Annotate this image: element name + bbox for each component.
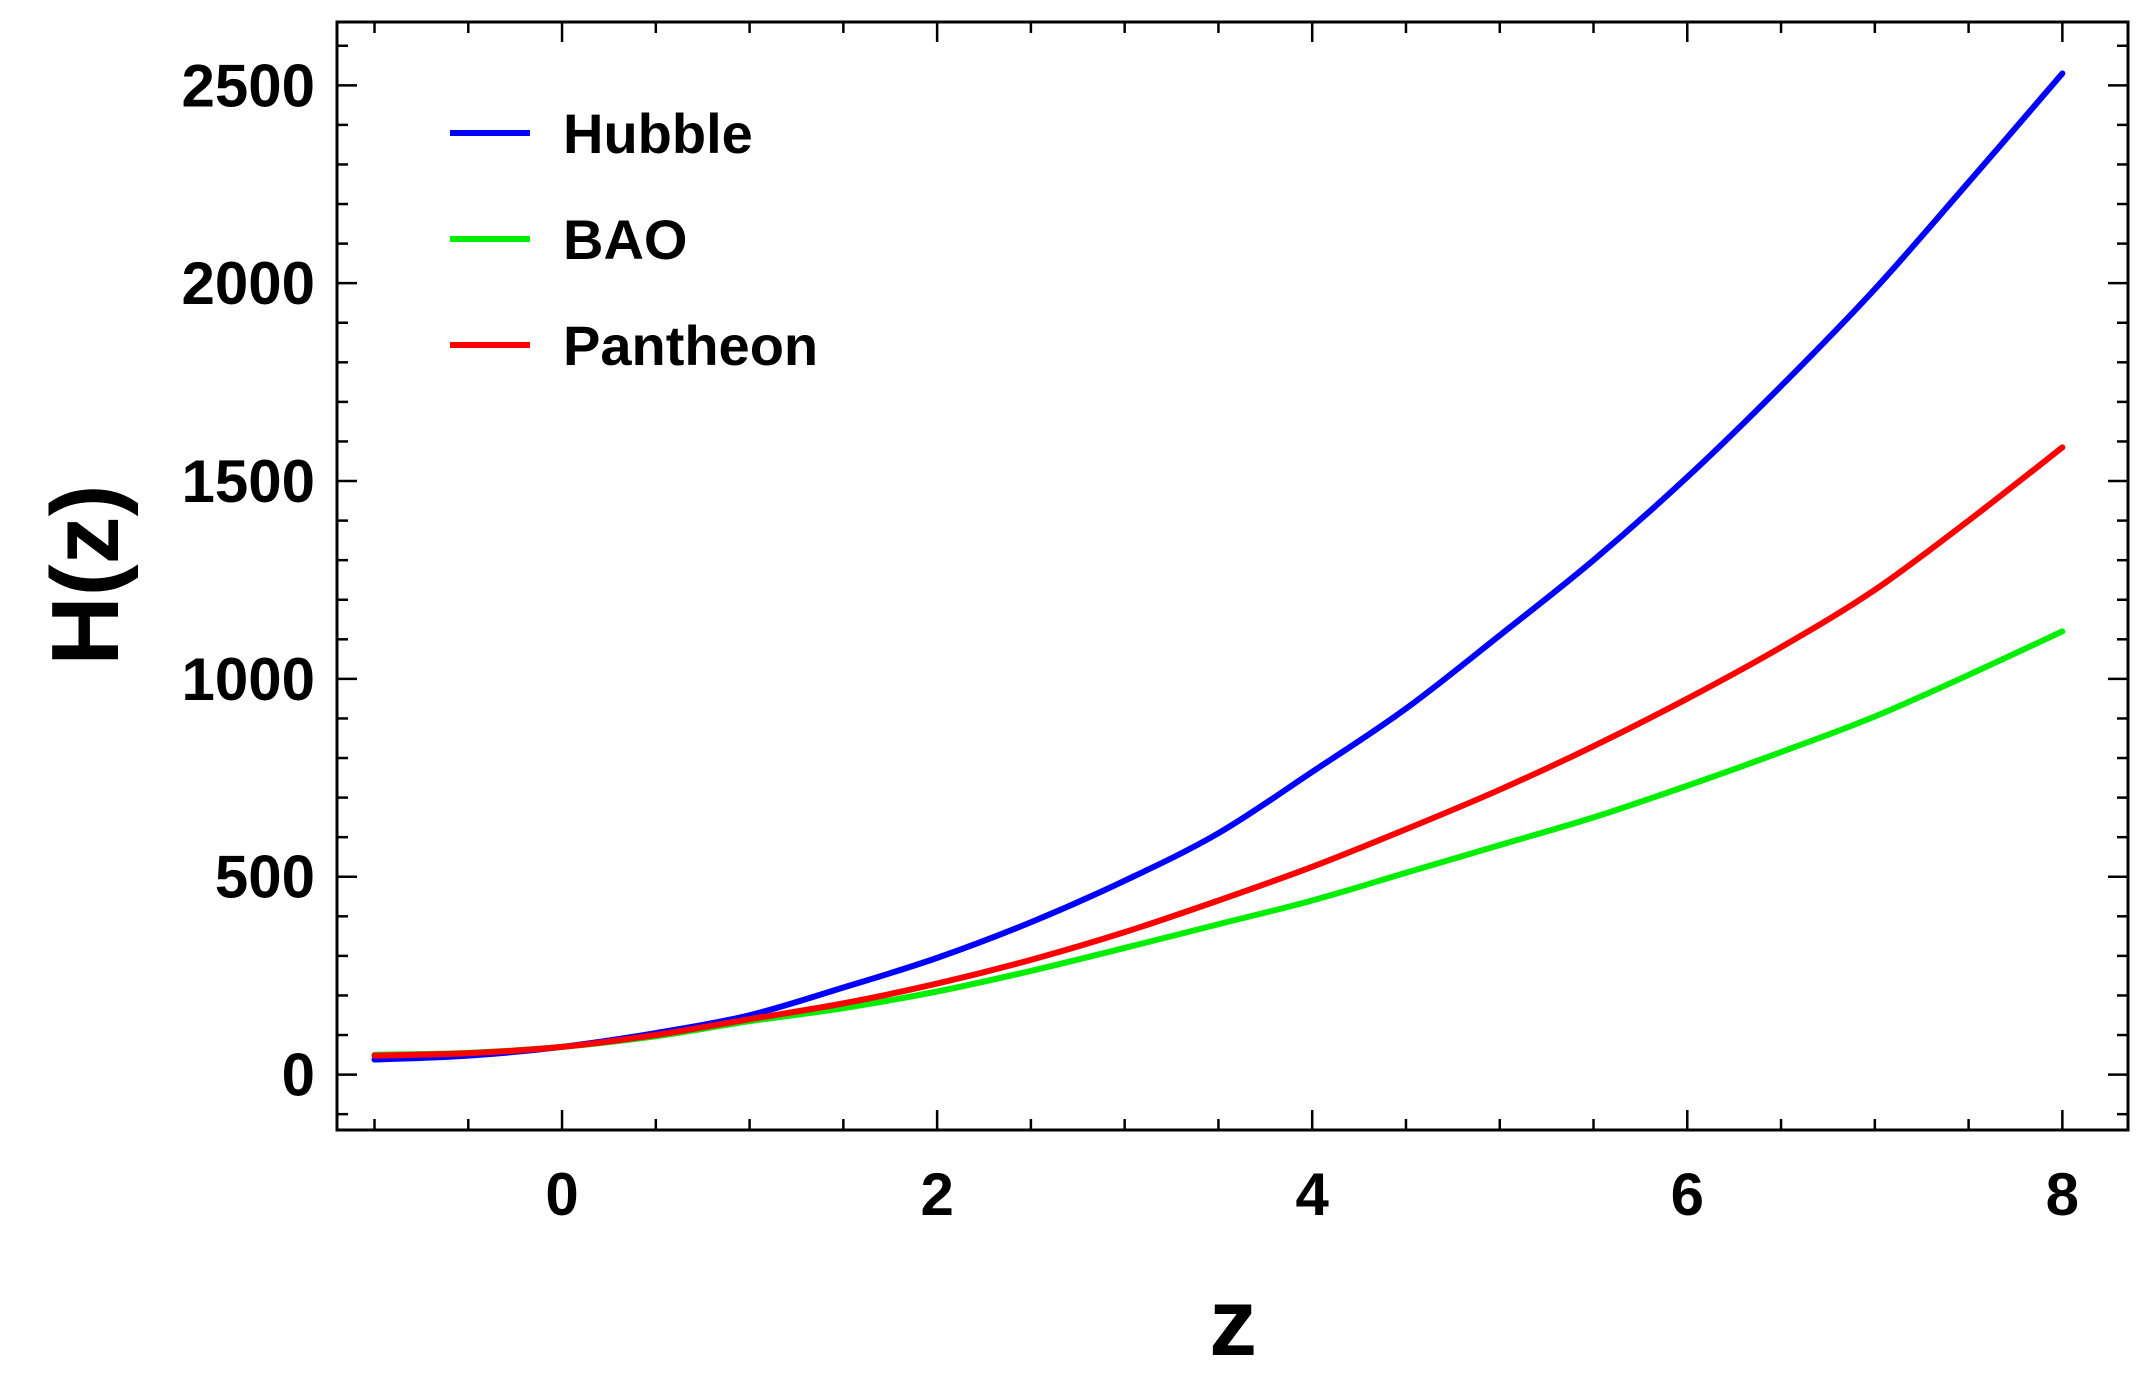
series-line-bao xyxy=(371,628,2066,1058)
plot-frame xyxy=(335,20,2130,1132)
x-axis-ticks xyxy=(373,22,2064,1130)
x-tick-label: 0 xyxy=(545,1161,578,1228)
x-tick-label: 6 xyxy=(1671,1161,1704,1228)
y-axis-title: H(z) xyxy=(32,484,139,665)
x-axis-tick-labels: 0 2 4 6 8 xyxy=(545,1161,2079,1228)
y-tick-label: 1500 xyxy=(182,448,315,515)
x-tick-label: 8 xyxy=(2046,1161,2079,1228)
y-axis-tick-labels: 0 500 1000 1500 2000 2500 xyxy=(182,52,315,1108)
legend-label-bao: BAO xyxy=(563,208,687,271)
y-axis-ticks xyxy=(337,44,2128,1116)
legend-label-hubble: Hubble xyxy=(563,102,753,165)
y-tick-label: 500 xyxy=(215,844,315,911)
y-tick-label: 2000 xyxy=(182,250,315,317)
y-tick-label: 2500 xyxy=(182,52,315,119)
x-tick-label: 4 xyxy=(1296,1161,1330,1228)
x-axis-title: z xyxy=(1209,1269,1257,1376)
y-tick-label: 1000 xyxy=(182,646,315,713)
series-line-pantheon xyxy=(371,444,2066,1059)
series-lines xyxy=(371,70,2066,1063)
legend: Hubble BAO Pantheon xyxy=(450,102,818,377)
x-tick-label: 2 xyxy=(920,1161,953,1228)
y-tick-label: 0 xyxy=(282,1042,315,1109)
plot-frame-group xyxy=(335,20,2130,1132)
legend-label-pantheon: Pantheon xyxy=(563,314,818,377)
